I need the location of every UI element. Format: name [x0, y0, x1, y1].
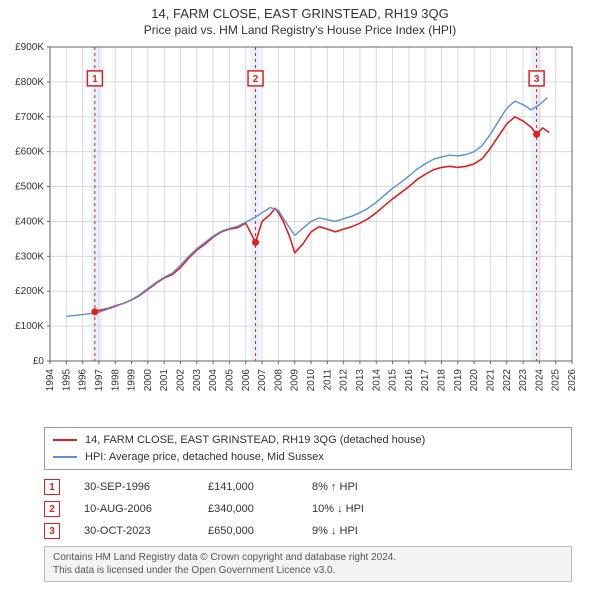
svg-text:£600K: £600K [15, 147, 44, 158]
price-chart-svg: £0 £100K £200K £300K £400K £500K £600K £700K £80… [0, 41, 600, 421]
sale-diff: 8% ↑ HPI [312, 481, 412, 493]
sale-row: 3 30-OCT-2023 £650,000 9% ↓ HPI [44, 520, 572, 542]
svg-text:£500K: £500K [15, 182, 44, 193]
sale-marker-icon: 3 [44, 523, 60, 539]
svg-text:2001: 2001 [159, 369, 170, 392]
legend-item: HPI: Average price, detached house, Mid … [53, 449, 563, 466]
sale-date: 30-SEP-1996 [84, 481, 184, 493]
chart-title: 14, FARM CLOSE, EAST GRINSTEAD, RH19 3QG [0, 0, 600, 21]
svg-text:1998: 1998 [110, 369, 121, 392]
sale-price: £340,000 [208, 503, 288, 515]
svg-text:2011: 2011 [322, 369, 333, 391]
svg-text:2009: 2009 [290, 369, 301, 392]
sale-row: 1 30-SEP-1996 £141,000 8% ↑ HPI [44, 476, 572, 498]
legend-label: 14, FARM CLOSE, EAST GRINSTEAD, RH19 3QG… [85, 432, 425, 449]
svg-text:2008: 2008 [273, 369, 284, 392]
svg-text:2022: 2022 [502, 369, 513, 392]
svg-text:2015: 2015 [388, 369, 399, 392]
svg-text:2018: 2018 [437, 369, 448, 392]
svg-text:2004: 2004 [208, 369, 219, 392]
svg-text:2012: 2012 [339, 369, 350, 392]
footnote-line: This data is licensed under the Open Gov… [53, 564, 563, 577]
legend-swatch [53, 439, 77, 441]
legend: 14, FARM CLOSE, EAST GRINSTEAD, RH19 3QG… [44, 427, 572, 470]
svg-text:2003: 2003 [192, 369, 203, 392]
svg-text:2005: 2005 [224, 369, 235, 392]
svg-text:2010: 2010 [306, 369, 317, 392]
svg-text:2017: 2017 [420, 369, 431, 392]
svg-text:£300K: £300K [15, 251, 44, 262]
svg-text:£100K: £100K [15, 321, 44, 332]
svg-text:2024: 2024 [534, 369, 545, 392]
sale-diff: 9% ↓ HPI [312, 525, 412, 537]
sale-row: 2 10-AUG-2006 £340,000 10% ↓ HPI [44, 498, 572, 520]
chart-area: £0 £100K £200K £300K £400K £500K £600K £700K £80… [0, 41, 600, 421]
sale-price: £650,000 [208, 525, 288, 537]
svg-text:2007: 2007 [257, 369, 268, 392]
footnote: Contains HM Land Registry data © Crown c… [44, 546, 572, 582]
svg-text:£700K: £700K [15, 112, 44, 123]
footnote-line: Contains HM Land Registry data © Crown c… [53, 551, 563, 564]
svg-text:1997: 1997 [94, 369, 105, 392]
svg-text:1994: 1994 [45, 369, 56, 392]
svg-text:2020: 2020 [469, 369, 480, 392]
sale-marker-icon: 1 [44, 479, 60, 495]
chart-subtitle: Price paid vs. HM Land Registry's House … [0, 21, 600, 41]
svg-text:£900K: £900K [15, 42, 44, 53]
sale-diff: 10% ↓ HPI [312, 503, 412, 515]
svg-text:1: 1 [92, 74, 98, 85]
svg-text:2006: 2006 [241, 369, 252, 392]
sale-date: 30-OCT-2023 [84, 525, 184, 537]
svg-text:2026: 2026 [567, 369, 578, 392]
svg-text:1999: 1999 [127, 369, 138, 392]
svg-text:3: 3 [534, 74, 540, 85]
svg-text:2: 2 [253, 74, 259, 85]
svg-text:2019: 2019 [453, 369, 464, 392]
svg-text:1995: 1995 [61, 369, 72, 392]
legend-item: 14, FARM CLOSE, EAST GRINSTEAD, RH19 3QG… [53, 432, 563, 449]
sales-table: 1 30-SEP-1996 £141,000 8% ↑ HPI 2 10-AUG-2006… [44, 476, 572, 542]
svg-text:2000: 2000 [143, 369, 154, 392]
svg-text:£400K: £400K [15, 216, 44, 227]
svg-text:2025: 2025 [551, 369, 562, 392]
svg-text:2014: 2014 [371, 369, 382, 392]
svg-text:£200K: £200K [15, 286, 44, 297]
sale-date: 10-AUG-2006 [84, 503, 184, 515]
svg-text:1996: 1996 [78, 369, 89, 392]
sale-price: £141,000 [208, 481, 288, 493]
sale-marker-icon: 2 [44, 501, 60, 517]
svg-text:2013: 2013 [355, 369, 366, 392]
svg-text:2016: 2016 [404, 369, 415, 392]
svg-text:£0: £0 [33, 356, 45, 367]
legend-swatch [53, 456, 77, 458]
svg-text:2023: 2023 [518, 369, 529, 392]
legend-label: HPI: Average price, detached house, Mid … [85, 449, 324, 466]
svg-text:2002: 2002 [176, 369, 187, 392]
svg-text:£800K: £800K [15, 77, 44, 88]
svg-text:2021: 2021 [485, 369, 496, 392]
